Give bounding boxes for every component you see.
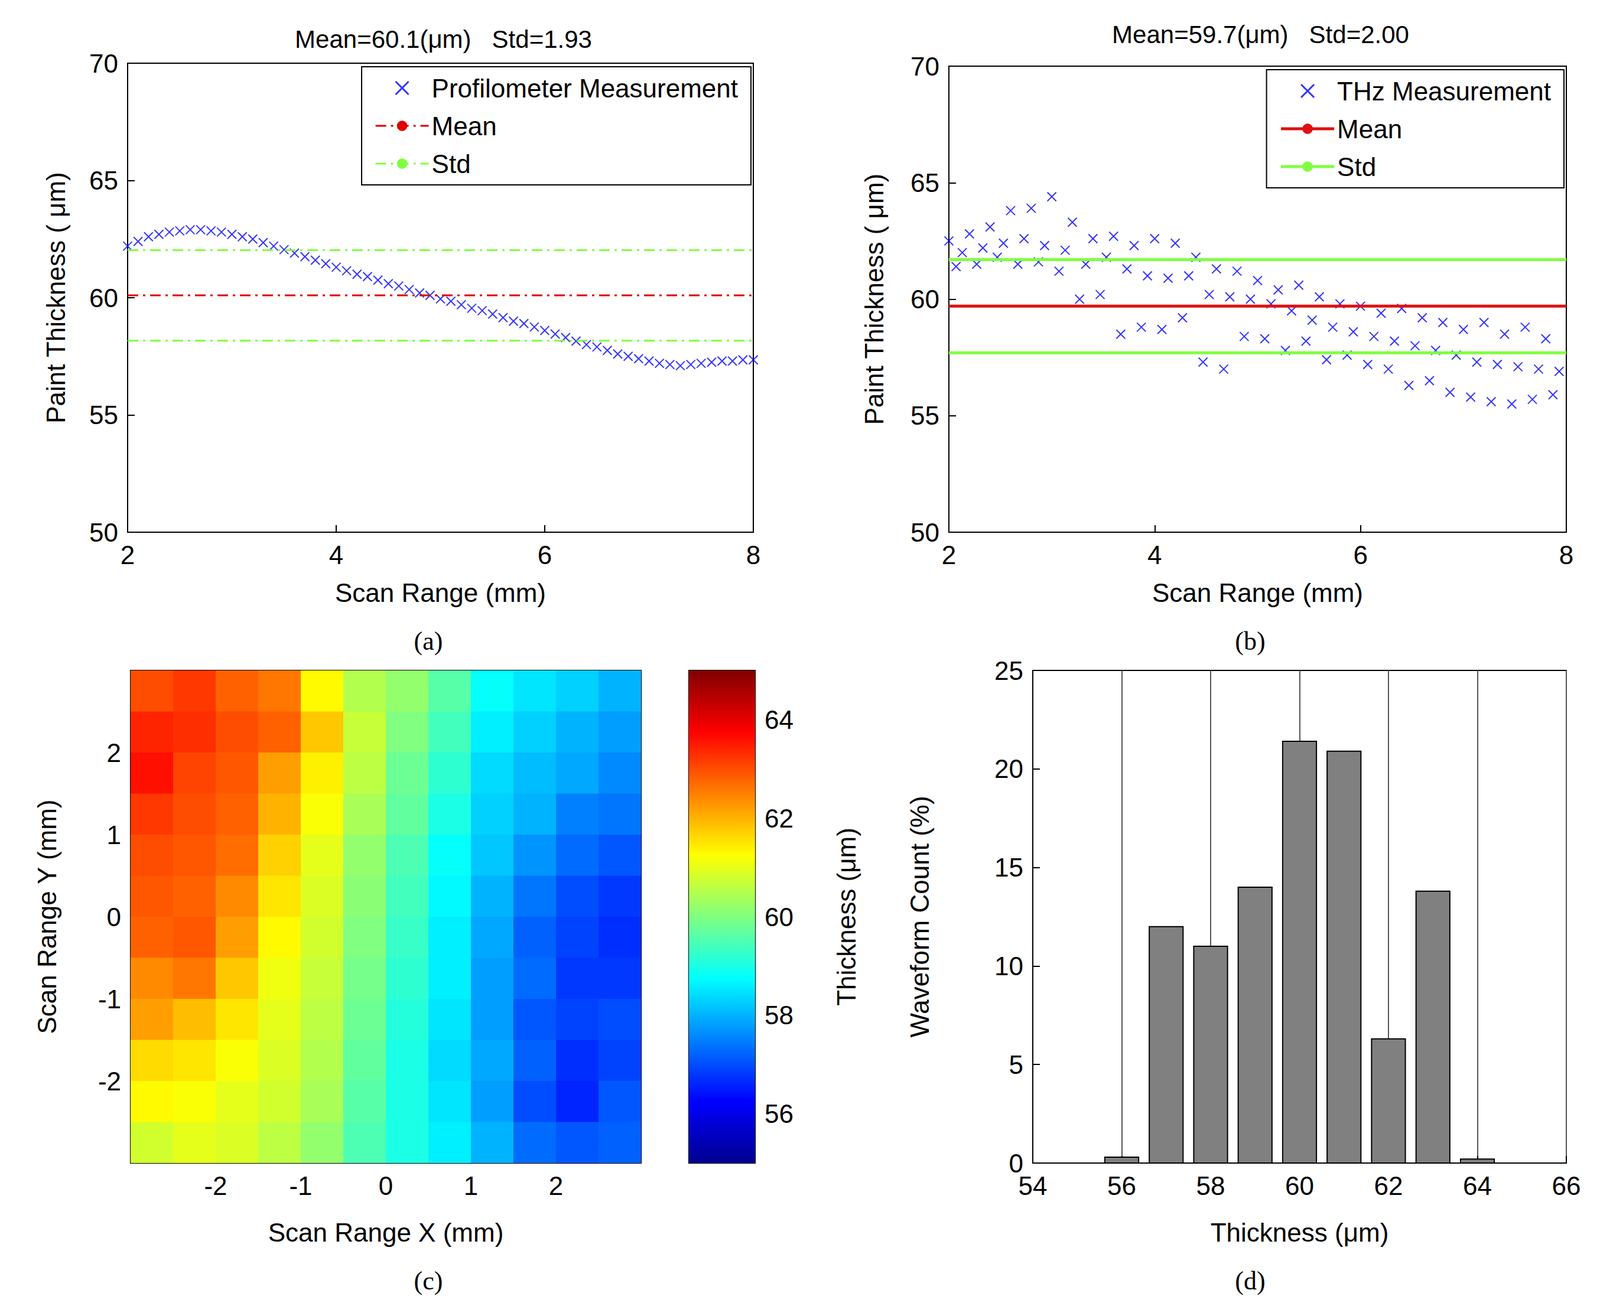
svg-text:0: 0 [378,1171,393,1201]
svg-text:70: 70 [910,51,940,81]
svg-text:Std: Std [431,149,471,179]
svg-text:20: 20 [994,754,1024,784]
svg-text:58: 58 [764,1000,794,1030]
svg-text:1: 1 [463,1171,478,1201]
svg-text:4: 4 [1147,540,1162,570]
svg-text:(b): (b) [1234,626,1265,656]
svg-text:-2: -2 [98,1067,122,1097]
svg-text:55: 55 [89,400,119,430]
svg-text:62: 62 [1374,1171,1404,1201]
svg-text:Scan Range (mm): Scan Range (mm) [1152,578,1364,608]
svg-text:54: 54 [1018,1171,1048,1201]
svg-text:1: 1 [106,820,122,850]
svg-text:(d): (d) [1234,1266,1265,1296]
svg-text:Paint Thickness ( μm): Paint Thickness ( μm) [41,171,71,424]
svg-text:60: 60 [910,284,940,314]
svg-text:Mean: Mean [1337,114,1403,144]
svg-text:2: 2 [548,1171,564,1201]
svg-text:50: 50 [910,518,940,548]
svg-text:(c): (c) [414,1266,444,1296]
svg-text:0: 0 [1008,1148,1024,1178]
svg-text:6: 6 [1353,540,1368,570]
svg-text:64: 64 [764,705,794,735]
svg-text:60: 60 [764,902,794,932]
svg-text:2: 2 [106,738,122,768]
svg-text:70: 70 [89,49,119,78]
svg-text:THz Measurement: THz Measurement [1337,76,1551,106]
svg-text:(a): (a) [414,626,444,656]
svg-text:-2: -2 [203,1171,227,1201]
svg-text:2: 2 [120,540,135,570]
svg-text:Scan Range (mm): Scan Range (mm) [335,578,546,608]
svg-text:Waveform Count (%): Waveform Count (%) [905,795,935,1038]
svg-text:Mean: Mean [431,111,497,141]
svg-text:65: 65 [89,166,119,195]
svg-text:25: 25 [994,656,1024,686]
svg-text:56: 56 [1107,1171,1137,1201]
svg-text:55: 55 [910,401,940,431]
svg-text:56: 56 [764,1099,794,1129]
svg-text:60: 60 [89,283,119,313]
svg-text:0: 0 [106,902,122,932]
svg-text:6: 6 [537,540,552,570]
svg-text:Mean=60.1(μm) Std=1.93: Mean=60.1(μm) Std=1.93 [294,25,593,54]
svg-text:Mean=59.7(μm) Std=2.00: Mean=59.7(μm) Std=2.00 [1111,20,1410,49]
svg-text:15: 15 [994,853,1024,883]
svg-text:-1: -1 [288,1171,312,1201]
svg-text:Profilometer Measurement: Profilometer Measurement [431,73,738,103]
svg-text:8: 8 [746,540,761,570]
svg-text:Thickness (μm): Thickness (μm) [1210,1218,1390,1248]
svg-text:Paint Thickness ( μm): Paint Thickness ( μm) [859,173,889,426]
svg-text:58: 58 [1196,1171,1226,1201]
svg-text:50: 50 [89,518,119,548]
svg-text:2: 2 [941,540,956,570]
svg-text:5: 5 [1009,1050,1024,1080]
svg-text:60: 60 [1285,1171,1315,1201]
svg-text:8: 8 [1559,540,1574,570]
svg-text:10: 10 [994,951,1024,981]
svg-text:Scan Range Y (mm): Scan Range Y (mm) [32,800,62,1035]
svg-text:4: 4 [329,540,344,570]
svg-text:66: 66 [1552,1171,1582,1201]
svg-text:Thickness (μm): Thickness (μm) [831,827,861,1007]
svg-text:-1: -1 [98,984,122,1014]
svg-text:Scan Range X (mm): Scan Range X (mm) [268,1218,504,1248]
svg-text:62: 62 [764,804,794,834]
svg-text:65: 65 [910,168,940,198]
svg-text:64: 64 [1462,1171,1492,1201]
svg-text:Std: Std [1337,152,1377,182]
